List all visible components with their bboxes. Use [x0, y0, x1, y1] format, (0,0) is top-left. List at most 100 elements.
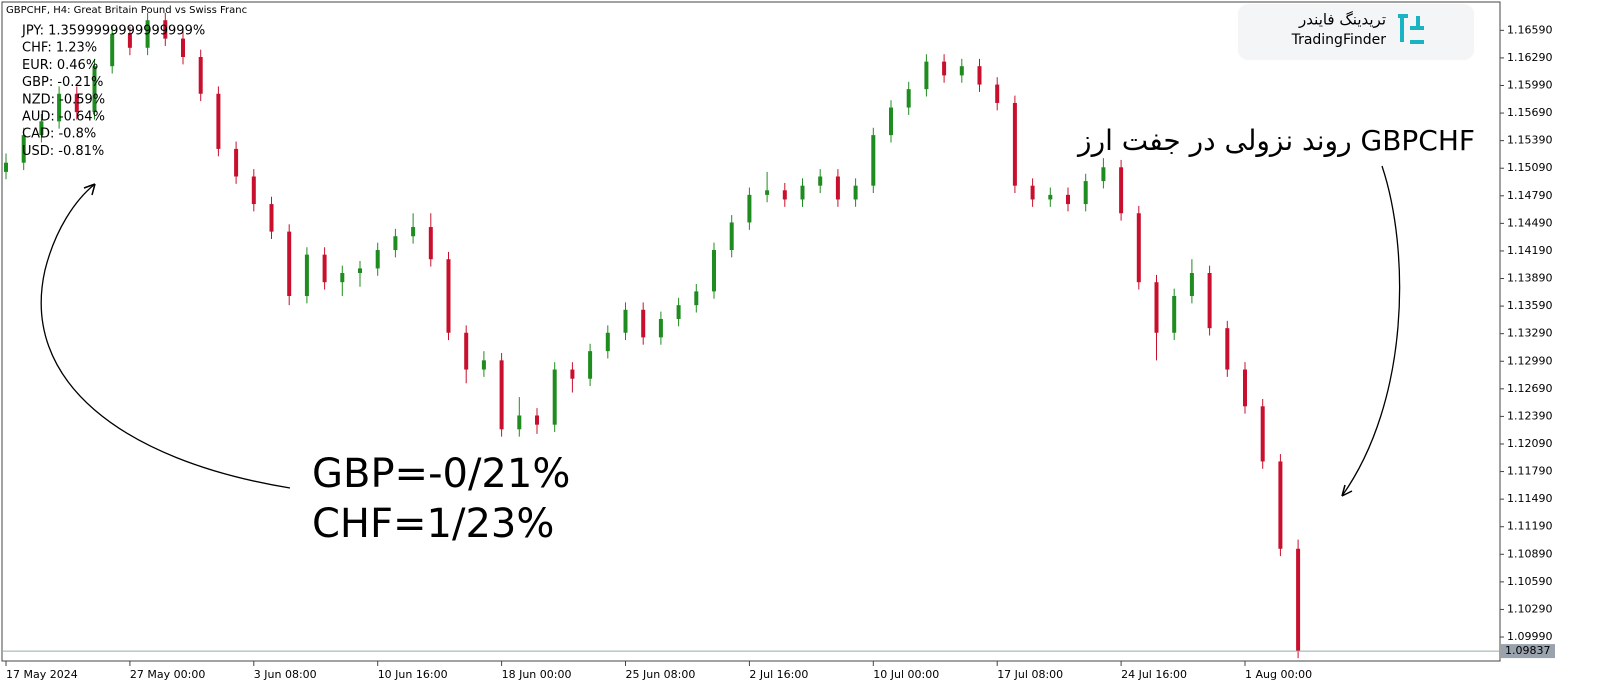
candle-body	[588, 351, 593, 379]
plot	[4, 12, 1301, 659]
strength-line: AUD: -0.64%	[22, 110, 105, 125]
candle-body	[623, 309, 628, 333]
y-tick-label: 1.15090	[1507, 161, 1553, 174]
y-tick-label: 1.15690	[1507, 106, 1553, 119]
candle-body	[57, 93, 62, 122]
annotation-trend: روند نزولی در جفت ارز GBPCHF	[1076, 124, 1475, 157]
y-tick-label: 1.11490	[1507, 492, 1553, 505]
y-tick-label: 1.13590	[1507, 299, 1553, 312]
candle-body	[1225, 328, 1230, 370]
logo-brand: TradingFinder	[1291, 32, 1387, 48]
candle-body	[358, 268, 362, 274]
candle-body	[21, 135, 26, 163]
arrow-head	[83, 183, 96, 196]
candle-body	[287, 231, 292, 296]
last-price-label: 1.09837	[1505, 644, 1551, 657]
candle-body	[924, 61, 929, 90]
candle-body	[127, 34, 132, 48]
candle-body	[269, 204, 274, 232]
y-tick-label: 1.10590	[1507, 575, 1553, 588]
x-tick-label: 1 Aug 00:00	[1245, 668, 1312, 681]
strength-line: USD: -0.81%	[22, 144, 104, 159]
plot-border	[1, 1, 1501, 662]
candle-body	[375, 250, 380, 269]
candle-body	[1012, 102, 1017, 186]
strength-line: CHF: 1.23%	[22, 41, 97, 56]
candle-body	[641, 309, 646, 338]
logo-box	[1238, 4, 1474, 60]
y-tick-label: 1.15990	[1507, 78, 1553, 91]
candle-body	[39, 121, 44, 136]
candle-body	[694, 291, 699, 306]
candle-body	[1296, 548, 1301, 651]
y-tick-label: 1.10890	[1507, 547, 1553, 560]
y-tick-label: 1.11790	[1507, 465, 1553, 478]
candle-body	[198, 56, 203, 94]
annotation-line: GBP=-0/21%	[312, 451, 570, 497]
candle-body	[499, 360, 504, 430]
candle-body	[1101, 167, 1106, 182]
x-tick-label: 18 Jun 00:00	[502, 668, 572, 681]
chart-title: GBPCHF, H4: Great Britain Pound vs Swiss…	[6, 5, 247, 16]
candle-body	[1189, 273, 1194, 296]
x-tick-label: 27 May 00:00	[130, 668, 205, 681]
candle-body	[464, 332, 469, 370]
candle-body	[1083, 181, 1088, 205]
candle-body	[1048, 194, 1053, 200]
y-tick-label: 1.10290	[1507, 602, 1553, 615]
y-tick-label: 1.09990	[1507, 630, 1553, 643]
last-price-box	[1501, 644, 1555, 659]
candle-body	[747, 194, 752, 223]
strength-line: CAD: -0.8%	[22, 127, 96, 142]
candle-body	[216, 93, 221, 149]
y-tick-label: 1.16290	[1507, 51, 1553, 64]
y-tick-label: 1.13890	[1507, 272, 1553, 285]
y-tick-label: 1.12390	[1507, 409, 1553, 422]
candle-body	[1136, 213, 1141, 283]
candle-body	[446, 259, 451, 333]
candle-body	[181, 38, 185, 57]
logo-icon	[1398, 14, 1424, 44]
candle-body	[570, 369, 575, 379]
x-tick-label: 10 Jul 00:00	[873, 668, 939, 681]
y-tick-label: 1.16590	[1507, 23, 1553, 36]
candle-body	[552, 369, 557, 425]
candle-body	[712, 250, 716, 292]
candle-body	[535, 415, 539, 425]
candle-body	[800, 185, 805, 200]
candle-body	[393, 236, 398, 251]
arrow-head	[1341, 484, 1353, 497]
candle-body	[481, 360, 486, 370]
candle-body	[835, 176, 840, 200]
candle-body	[959, 66, 964, 76]
candle-body	[942, 61, 947, 76]
candle-body	[853, 185, 858, 200]
y-tick-label: 1.14190	[1507, 244, 1553, 257]
y-tick-label: 1.11190	[1507, 520, 1553, 533]
candle-body	[729, 222, 734, 251]
candle-body	[340, 273, 345, 283]
x-tick-label: 17 Jul 08:00	[997, 668, 1063, 681]
candle-body	[1243, 369, 1247, 407]
candle-body	[889, 107, 893, 136]
logo-name: تریدینگ فایندر	[1298, 11, 1386, 29]
x-tick-label: 17 May 2024	[6, 668, 78, 681]
candle-body	[818, 176, 823, 186]
candle-body	[92, 66, 97, 113]
candle-body	[428, 227, 433, 260]
arrow	[40, 183, 291, 489]
strength-list: JPY: 1.3599999999999999% CHF: 1.23% EUR: 0…	[21, 24, 205, 159]
candle-body	[322, 254, 327, 283]
candle-body	[871, 135, 876, 186]
annotation-line: CHF=1/23%	[312, 501, 554, 547]
candle-body	[251, 176, 256, 205]
candle-body	[782, 190, 787, 200]
candle-body	[74, 93, 79, 113]
y-tick-label: 1.13290	[1507, 327, 1553, 340]
strength-line: EUR: 0.46%	[22, 58, 98, 73]
x-tick-label: 24 Jul 16:00	[1121, 668, 1187, 681]
strength-line: GBP: -0.21%	[22, 75, 103, 90]
